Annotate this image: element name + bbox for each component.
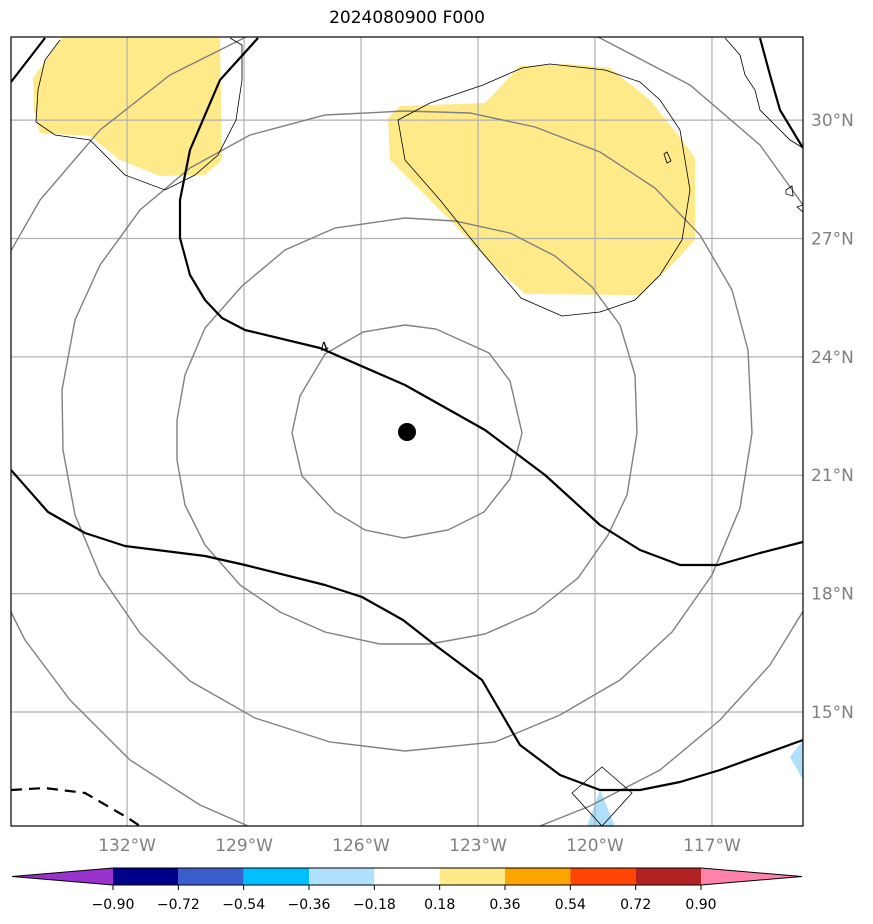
range-ring-4: [11, 37, 803, 826]
range-rings: [11, 37, 803, 826]
thin-contour-small: [663, 151, 672, 164]
coast-island-2: [796, 204, 803, 213]
colorbar-label-8: 0.72: [620, 897, 651, 913]
colorbar-segment-0: [12, 868, 113, 885]
colorbar-label-3: −0.36: [288, 897, 331, 913]
y-tick-label-0: 30°N: [811, 111, 854, 131]
colorbar-label-2: −0.54: [222, 897, 265, 913]
colorbar-label-6: 0.36: [489, 897, 520, 913]
coastline-ne: [724, 37, 803, 149]
range-ring-2: [176, 217, 638, 645]
y-tick-label-2: 24°N: [811, 348, 854, 368]
colorbar-segment-6: [439, 868, 505, 885]
contour-nw-corner: [11, 37, 46, 83]
y-tick-label-4: 18°N: [811, 585, 854, 605]
colorbar-label-7: 0.54: [555, 897, 586, 913]
contour-main-upper: [178, 37, 803, 567]
colorbar-segment-8: [570, 868, 636, 885]
map-content: 4: [11, 37, 803, 826]
contour-main-lower: [11, 469, 803, 792]
colorbar-segment-9: [635, 868, 701, 885]
colorbar-label-5: 0.18: [424, 897, 455, 913]
colorbar-label-4: −0.18: [353, 897, 396, 913]
x-tick-label-5: 117°W: [683, 836, 741, 856]
thin-contour-se: [571, 766, 633, 826]
thick-contours: [11, 37, 803, 826]
thin-contour-nw: [35, 37, 243, 191]
colorbar-segment-5: [374, 868, 440, 885]
contour-label-4: 4: [318, 339, 332, 357]
thin-contour-ne: [397, 63, 691, 317]
colorbar-label-0: −0.90: [92, 897, 135, 913]
storm-center-marker: [398, 423, 416, 441]
thin-contours: [35, 37, 803, 826]
y-tick-label-1: 27°N: [811, 229, 854, 249]
colorbar-segment-10: [701, 868, 802, 885]
colorbar-label-1: −0.72: [157, 897, 200, 913]
range-ring-3: [61, 110, 753, 752]
longitude-tick-labels: 132°W 129°W 126°W 123°W 120°W 117°W: [98, 836, 741, 856]
colorbar-segment-2: [178, 868, 244, 885]
colorbar-label-9: 0.90: [685, 897, 716, 913]
latitude-tick-labels: 30°N 27°N 24°N 21°N 18°N 15°N: [811, 111, 854, 723]
x-tick-label-3: 123°W: [449, 836, 507, 856]
colorbar-segment-7: [505, 868, 571, 885]
range-ring-1: [291, 324, 523, 539]
map-frame: [10, 36, 804, 827]
colorbar-segment-1: [113, 868, 179, 885]
positive-anomaly-area-ne: [388, 64, 695, 295]
coast-island-1: [785, 185, 794, 197]
map-title: 2024080900 F000: [329, 8, 485, 28]
negative-anomaly-area-edge: [790, 740, 803, 780]
x-tick-label-2: 126°W: [332, 836, 390, 856]
graticule: [11, 37, 803, 826]
x-tick-label-4: 120°W: [566, 836, 624, 856]
x-tick-label-1: 129°W: [215, 836, 273, 856]
contour-ne-corner: [758, 37, 803, 149]
colorbar: −0.90 −0.72 −0.54 −0.36 −0.18 0.18 0.36 0.54 0.7…: [11, 867, 803, 913]
y-tick-label-3: 21°N: [811, 466, 854, 486]
colorbar-segment-3: [243, 868, 309, 885]
x-tick-label-0: 132°W: [98, 836, 156, 856]
colorbar-segment-4: [309, 868, 375, 885]
contour-dashed-sw: [11, 786, 141, 826]
y-tick-label-5: 15°N: [811, 703, 854, 723]
